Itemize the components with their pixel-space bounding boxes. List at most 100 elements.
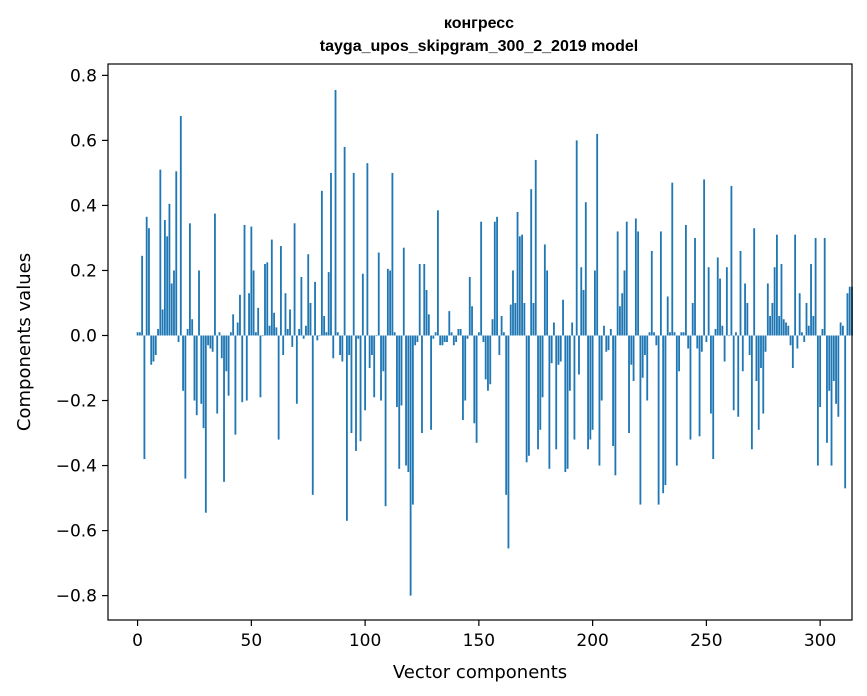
bar-225 [648,332,651,336]
bar-213 [621,293,624,336]
bar-237 [675,335,678,466]
bar-2 [141,255,144,336]
bar-234 [669,332,671,336]
bar-266 [741,335,744,372]
bar-272 [755,335,758,382]
bar-38 [223,335,225,482]
bar-274 [760,335,762,369]
bar-138 [450,332,453,336]
bar-106 [377,252,380,336]
bar-115 [398,335,401,469]
bar-182 [550,335,553,364]
bar-133 [439,335,442,346]
bar-271 [753,228,756,336]
bar-253 [712,335,715,460]
x-axis-label: Vector components [393,662,567,683]
bar-242 [687,335,690,349]
bar-109 [384,335,387,507]
bar-210 [614,335,617,476]
bar-8 [154,335,157,356]
bar-19 [179,116,182,336]
bar-26 [195,335,198,416]
bar-114 [396,335,398,408]
y-axis-label: Components values [14,253,35,431]
bar-295 [807,325,810,336]
bar-287 [789,335,792,346]
bar-77 [311,335,314,495]
bar-93 [348,335,351,356]
bar-232 [664,335,667,486]
bar-117 [402,247,405,336]
bar-157 [493,221,496,336]
bar-220 [637,231,640,336]
bar-124 [418,263,421,336]
bar-254 [714,328,717,336]
bar-239 [680,332,683,336]
bar-150 [477,332,480,336]
bar-231 [662,335,665,494]
bar-142 [459,328,462,336]
bar-175 [534,159,537,336]
bar-135 [443,335,446,342]
bar-15 [170,283,173,336]
bar-275 [762,335,765,414]
bar-173 [530,189,533,336]
bar-263 [735,332,737,336]
bar-309 [839,322,842,336]
bar-63 [280,246,282,336]
bar-46 [241,335,244,403]
y-tick-label: −0.8 [56,587,97,607]
bar-223 [644,335,646,356]
bar-101 [366,163,369,336]
bar-245 [694,237,696,336]
bar-31 [207,335,210,346]
bar-273 [757,335,760,430]
bar-16 [173,270,175,336]
bar-30 [204,335,207,513]
bar-10 [159,169,162,336]
bar-305 [830,335,833,466]
bar-99 [361,273,364,336]
bar-42 [232,314,235,336]
bar-310 [841,325,844,336]
bar-264 [737,335,740,417]
bar-247 [698,335,701,437]
bar-301 [821,328,824,336]
y-axis-ticks: −0.8 −0.6 −0.4 −0.2 0.0 0.2 0.4 0.6 0.8 [56,66,108,607]
bar-196 [582,289,585,336]
bar-12 [163,220,166,336]
bar-41 [229,332,232,336]
bar-17 [175,171,178,336]
bar-174 [532,302,535,336]
bar-250 [705,335,708,342]
bar-298 [814,237,817,336]
bar-308 [837,335,840,417]
x-tick-label: 0 [132,631,143,651]
bar-123 [416,335,419,342]
bar-13 [166,236,169,336]
bar-165 [512,270,514,336]
bar-57 [266,262,269,336]
bar-261 [730,185,733,336]
bar-160 [500,315,503,336]
bar-98 [359,335,362,442]
bar-59 [270,239,273,336]
bar-105 [375,335,378,337]
bar-197 [584,202,587,336]
bar-221 [639,335,642,505]
bar-270 [750,335,753,450]
bar-144 [464,335,467,401]
bar-172 [528,335,530,456]
bar-189 [566,335,569,469]
bar-155 [489,335,492,385]
bar-190 [568,335,571,391]
y-tick-label: −0.2 [56,392,97,412]
bar-216 [628,335,630,434]
bar-0 [136,332,139,336]
bar-241 [685,224,687,336]
bar-18 [177,335,180,342]
bar-143 [462,335,464,421]
bar-113 [393,332,396,336]
bar-36 [218,332,221,336]
bar-171 [525,335,528,463]
